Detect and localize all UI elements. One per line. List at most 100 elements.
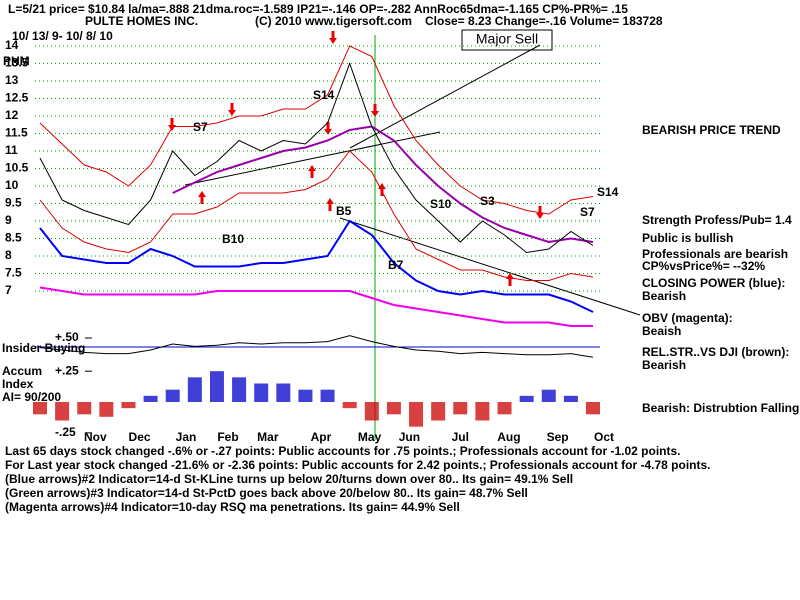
- side-note: Beaish: [642, 324, 681, 338]
- copyright: (C) 2010 www.tigersoft.com: [255, 14, 412, 28]
- y-tick-label: 7.5: [5, 266, 22, 280]
- series-line: [39, 335, 594, 358]
- side-note: Bearish: [642, 358, 686, 372]
- bar: [519, 395, 534, 402]
- bar: [187, 377, 202, 402]
- bar: [453, 402, 468, 415]
- side-note: REL.STR..VS DJI (brown):: [642, 345, 789, 359]
- trend-line: [339, 217, 641, 316]
- x-tick-label: Oct: [594, 430, 614, 444]
- series-line: [39, 286, 593, 327]
- y-tick-label: 12: [5, 108, 19, 122]
- signal-label: B5: [336, 204, 352, 218]
- x-tick-label: Dec: [129, 430, 151, 444]
- signal-label: S7: [193, 120, 208, 134]
- bar: [209, 371, 224, 402]
- x-tick-label: May: [358, 430, 382, 444]
- y-tick-label: 8.5: [5, 231, 22, 245]
- side-note: Bearish: Distrubtion Falling.: [642, 401, 800, 415]
- y-tick-label: 9: [5, 213, 12, 227]
- bar: [409, 402, 424, 427]
- signal-label: S3: [480, 194, 495, 208]
- bar: [276, 383, 291, 402]
- bar: [143, 395, 158, 402]
- y-tick-label: 11: [5, 143, 18, 157]
- side-note: Public is bullish: [642, 231, 733, 245]
- bar: [320, 389, 335, 402]
- y-tick-label: 14: [5, 38, 19, 52]
- bar: [298, 389, 313, 402]
- x-tick-label: Mar: [257, 430, 279, 444]
- y-tick-label: -.25: [55, 425, 76, 439]
- note-line: (Blue arrows)#2 Indicator=14-d St-KLine …: [5, 472, 573, 486]
- bar: [586, 402, 600, 415]
- series-line: [39, 62, 594, 254]
- series-line: [39, 150, 594, 281]
- y-tick-label: 10: [5, 178, 19, 192]
- note-line: Last 65 days stock changed -.6% or -.27 …: [5, 444, 681, 458]
- panel-subtitle: Index: [2, 377, 34, 391]
- side-note: CLOSING POWER (blue):: [642, 276, 785, 290]
- y-tick-label: 12.5: [5, 91, 29, 105]
- bar: [497, 402, 512, 415]
- x-tick-label: Jul: [452, 430, 469, 444]
- bar: [254, 383, 269, 402]
- side-note: OBV (magenta):: [642, 311, 733, 325]
- bar: [563, 395, 578, 402]
- date-range: 10/ 13/ 9- 10/ 8/ 10: [12, 29, 113, 43]
- side-note: BEARISH PRICE TREND: [642, 123, 781, 137]
- x-tick-label: Sep: [547, 430, 569, 444]
- series-line: [172, 125, 594, 244]
- side-note: Professionals are bearish: [642, 247, 788, 261]
- signal-label: S7: [580, 205, 595, 219]
- quote: Close= 8.23 Change=-.16 Volume= 183728: [425, 14, 663, 28]
- bar: [364, 402, 379, 421]
- signal-label: B10: [222, 232, 244, 246]
- signal-label: S14: [313, 88, 335, 102]
- y-tick-label: 7: [5, 283, 12, 297]
- callout-box: [461, 29, 553, 51]
- signal-arrows: [168, 31, 544, 286]
- x-tick-label: Aug: [497, 430, 520, 444]
- y-tick-label: 9.5: [5, 196, 22, 210]
- header-line: L=5/21 price= $10.84 la/ma=.888 21dma.ro…: [8, 2, 628, 16]
- bar: [121, 402, 136, 409]
- company: PULTE HOMES INC.: [85, 14, 198, 28]
- side-note: CP%vsPrice%= --32%: [642, 259, 765, 273]
- note-line: For Last year stock changed -21.6% or -2…: [5, 458, 711, 472]
- x-tick-label: Feb: [217, 430, 238, 444]
- signal-label: S14: [597, 185, 619, 199]
- panel-title: Accum: [2, 364, 42, 378]
- bar: [99, 402, 114, 417]
- pointer-line: [349, 44, 541, 149]
- bar: [386, 402, 401, 415]
- note-line: (Green arrows)#3 Indicator=14-d St-PctD …: [5, 486, 528, 500]
- bar: [33, 402, 47, 415]
- bar: [342, 402, 357, 409]
- y-tick-label: +.50: [55, 330, 79, 344]
- side-note: Strength Profess/Pub= 1.4: [642, 213, 792, 227]
- trend-line: [184, 131, 441, 186]
- x-tick-label: Apr: [311, 430, 332, 444]
- bar: [165, 389, 180, 402]
- note-line: (Magenta arrows)#4 Indicator=10-day RSQ …: [5, 500, 460, 514]
- signal-label: S10: [430, 197, 452, 211]
- y-tick-label: 8: [5, 248, 12, 262]
- y-tick-label: 13: [5, 73, 19, 87]
- bar: [475, 402, 490, 421]
- side-note: Bearish: [642, 289, 686, 303]
- panel-annotation: AI= 90/200: [2, 390, 61, 404]
- bar: [77, 402, 92, 415]
- x-tick-label: Jun: [399, 430, 420, 444]
- x-tick-label: Nov: [84, 430, 107, 444]
- bar: [232, 377, 247, 402]
- y-tick-label: 10.5: [5, 161, 29, 175]
- bar: [55, 402, 70, 421]
- y-tick-label: +.25: [55, 363, 79, 377]
- bar: [541, 389, 556, 402]
- callout: Major Sell: [476, 31, 538, 47]
- x-tick-label: Jan: [176, 430, 197, 444]
- y-tick-label: 11.5: [5, 126, 28, 140]
- series-line: [39, 45, 594, 215]
